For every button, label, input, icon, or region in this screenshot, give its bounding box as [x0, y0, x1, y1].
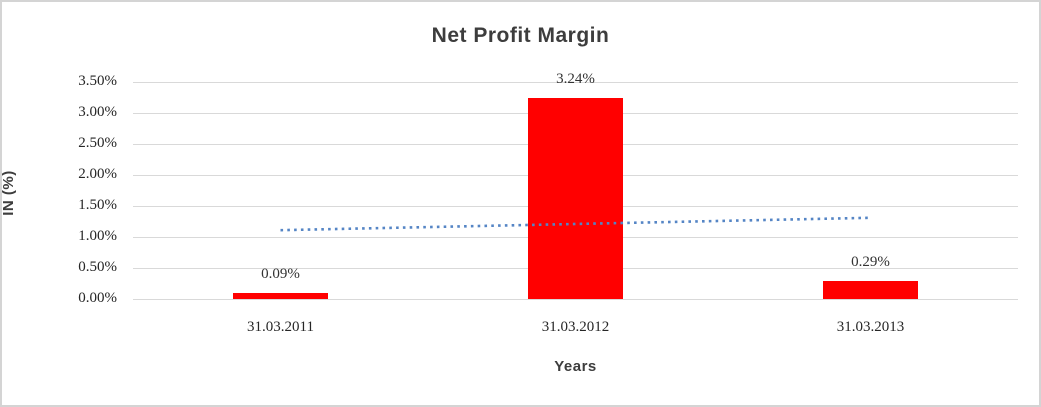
bar-31.03.2011 [233, 293, 328, 299]
y-tick-label: 2.50% [78, 135, 117, 151]
gridline [133, 298, 1018, 300]
y-tick-label: 1.50% [78, 197, 117, 213]
gridline [133, 81, 1018, 83]
bar-31.03.2013 [823, 281, 918, 299]
trendline-dotted [280, 216, 871, 232]
chart-title: Net Profit Margin [431, 24, 610, 47]
bar-data-label: 3.24% [556, 71, 595, 88]
y-tick-label: 3.00% [78, 104, 117, 120]
y-tick-label: 1.00% [78, 228, 117, 244]
x-category-label: 31.03.2013 [836, 319, 905, 335]
bar-data-label: 0.29% [851, 254, 890, 271]
plot-area: 0.09% 3.24% 0.29% [133, 71, 1018, 300]
x-axis-title: Years [554, 358, 597, 375]
y-axis-title: IN (%) [0, 170, 17, 216]
x-category-label: 31.03.2012 [541, 319, 610, 335]
y-tick-label: 0.50% [78, 259, 117, 275]
y-tick-label: 2.00% [78, 166, 117, 182]
y-tick-label: 0.00% [78, 290, 117, 306]
bar-data-label: 0.09% [261, 266, 300, 283]
x-category-label: 31.03.2011 [247, 319, 314, 335]
y-tick-label: 3.50% [78, 73, 117, 89]
bar-31.03.2012 [528, 98, 623, 299]
